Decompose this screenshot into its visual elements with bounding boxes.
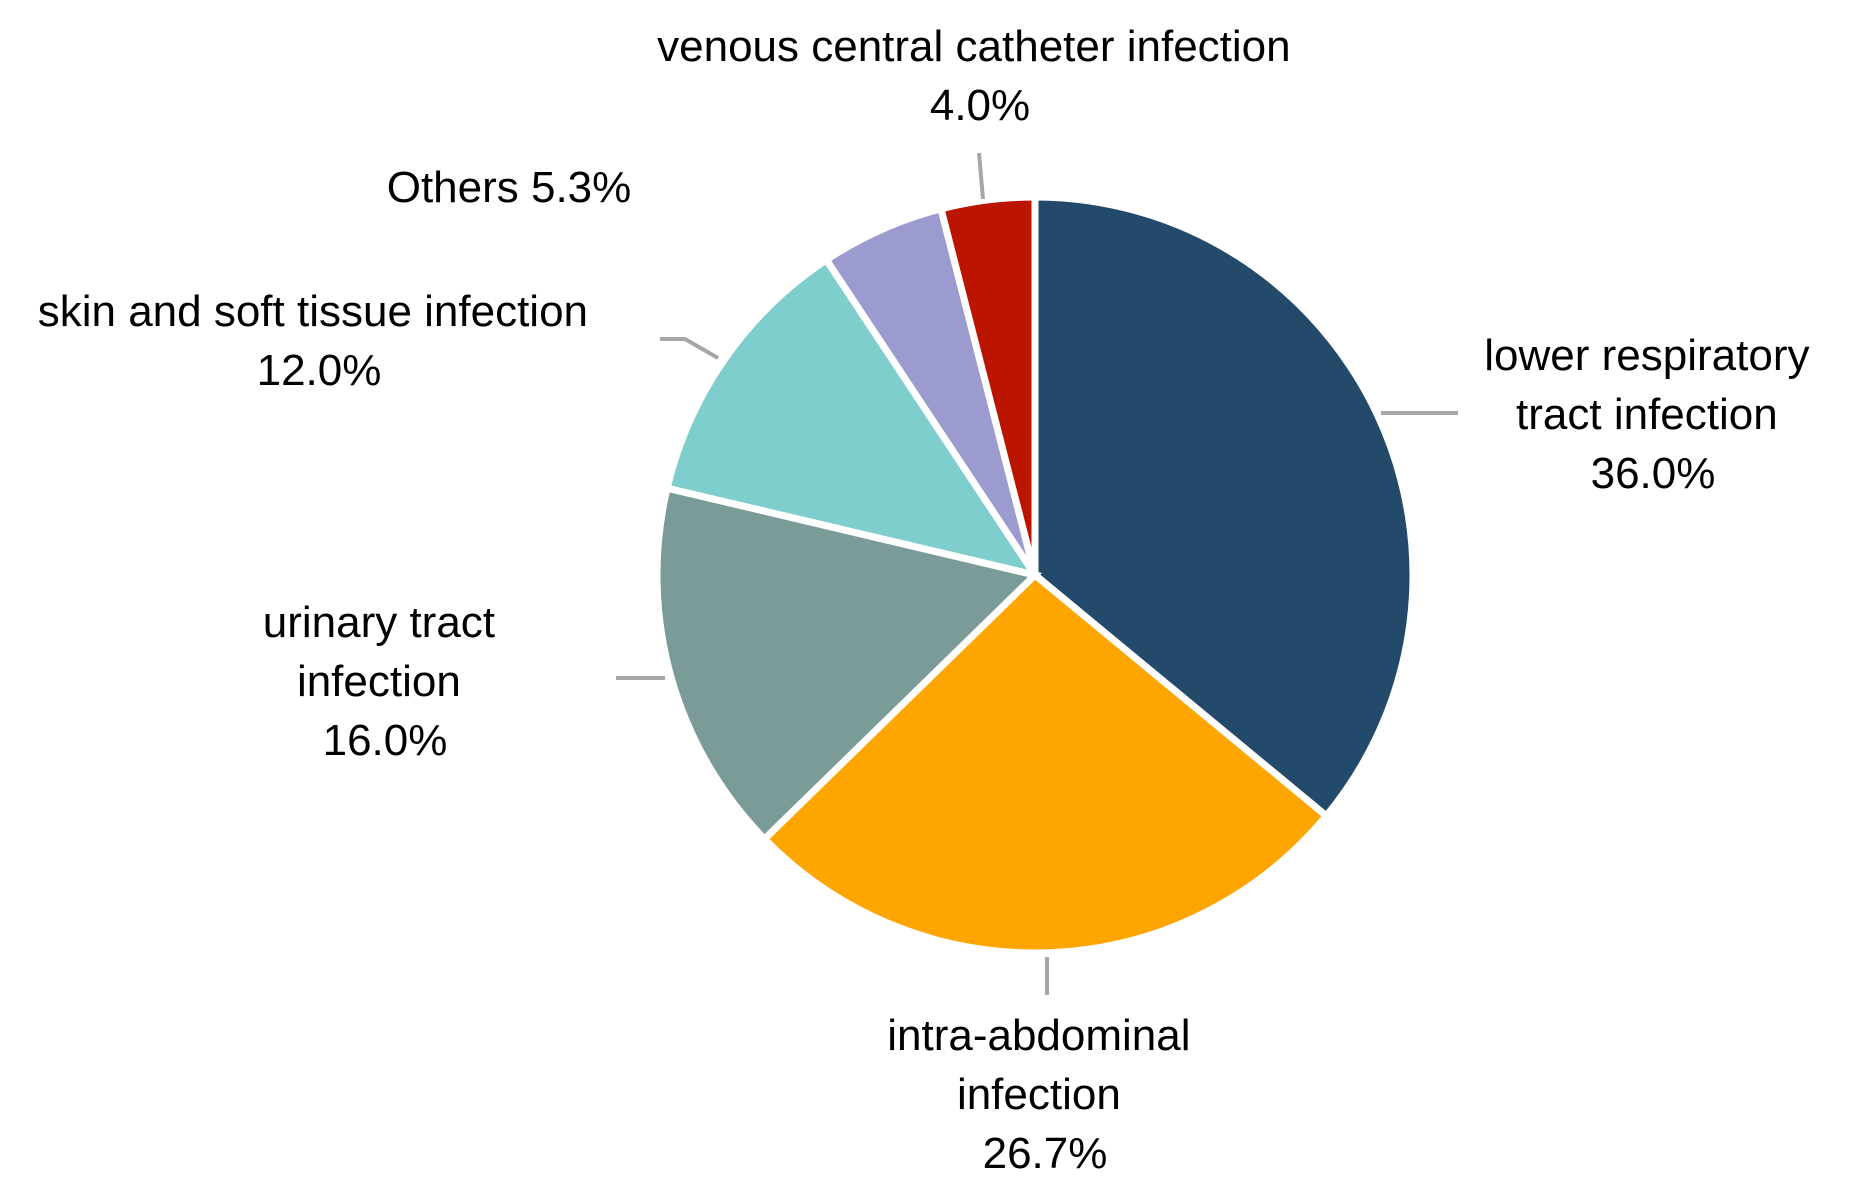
label-lower-respiratory-tract-infection: lower respiratory tract infection 36.0% <box>1484 331 1821 498</box>
data-labels: venous central catheter infection 4.0% O… <box>38 22 1821 1178</box>
label-intra-abdominal-infection: intra-abdominal infection 26.7% <box>887 1011 1203 1178</box>
leader-line-venous <box>977 152 985 200</box>
slice-intra-abdominal-infection <box>759 570 1332 957</box>
label-venous-central-catheter-infection: venous central catheter infection 4.0% <box>657 22 1303 130</box>
label-skin-and-soft-tissue-infection: skin and soft tissue infection 12.0% <box>38 287 601 395</box>
leader-lines <box>616 152 1458 995</box>
leader-line-skin <box>660 337 719 360</box>
slice-venous-central-catheter-infection <box>936 193 1039 576</box>
slice-skin-and-soft-tissue-infection <box>662 254 1043 581</box>
label-others: Others 5.3% <box>387 163 632 212</box>
slice-urinary-tract-infection <box>653 483 1043 844</box>
label-urinary-tract-infection: urinary tract infection 16.0% <box>263 598 508 765</box>
slice-lower-respiratory-tract-infection <box>1031 193 1417 821</box>
pie-slices <box>653 193 1417 957</box>
